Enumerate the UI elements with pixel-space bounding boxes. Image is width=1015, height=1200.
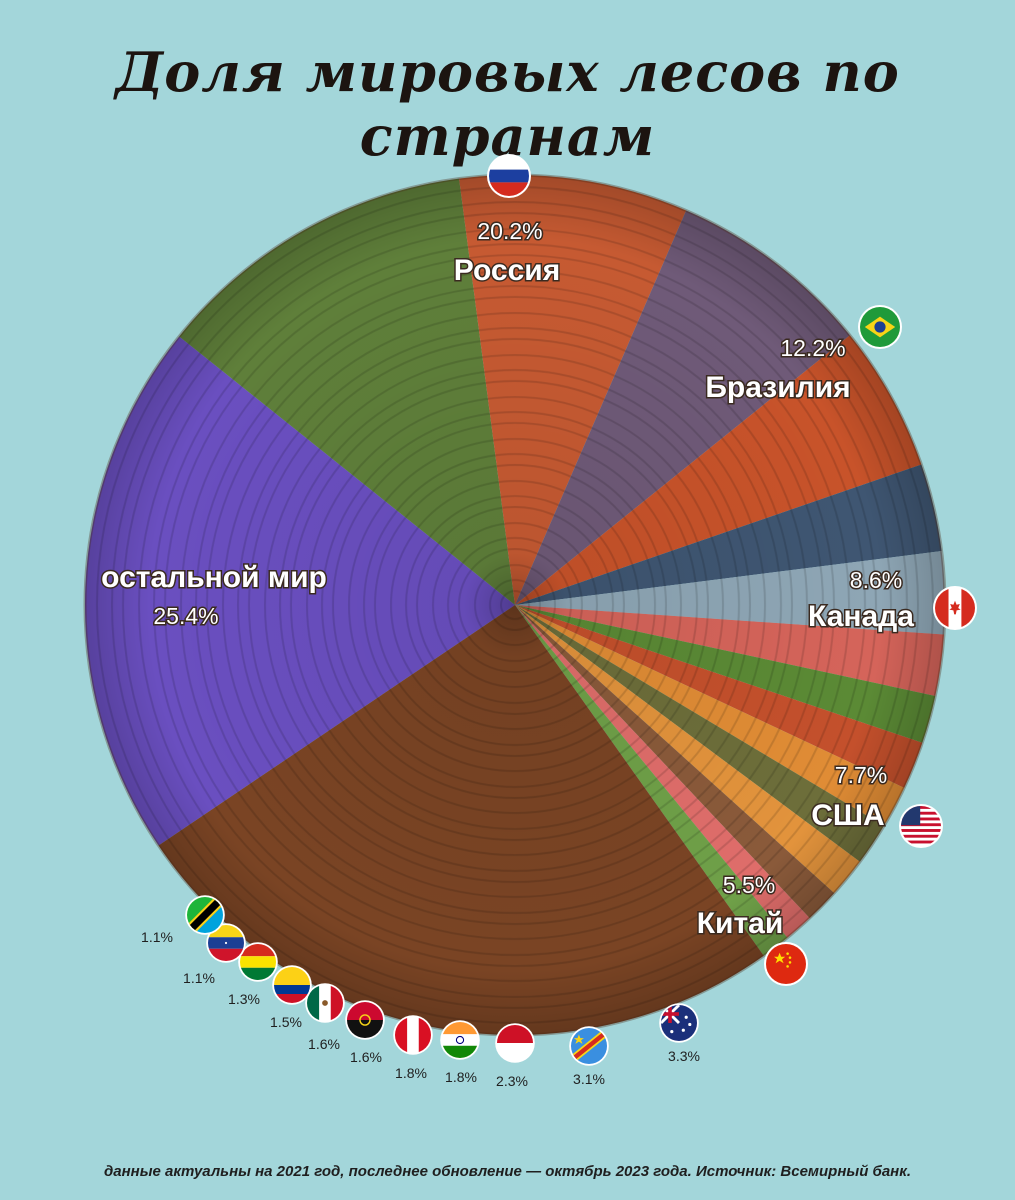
- data-label-bolivia-13: 1.3%: [228, 991, 260, 1007]
- flag-drcongo-icon: [569, 1026, 609, 1066]
- data-label-india-8: 1.8%: [445, 1069, 477, 1085]
- data-label-other-16: 25.4%: [153, 603, 218, 629]
- slice-name-canada-2: Канада: [808, 600, 914, 633]
- data-label-mexico-11: 1.6%: [308, 1036, 340, 1052]
- data-label-tanzania-15: 1.1%: [141, 929, 173, 945]
- flag-australia-icon: [659, 1003, 699, 1043]
- data-label-australia-5: 3.3%: [668, 1048, 700, 1064]
- flag-bolivia-icon: [238, 942, 278, 982]
- flag-china-icon: [764, 942, 808, 986]
- data-label-indonesia-7: 2.3%: [496, 1073, 528, 1089]
- data-label-brazil-1: 12.2%: [780, 335, 845, 361]
- data-label-peru-9: 1.8%: [395, 1065, 427, 1081]
- data-label-angola-10: 1.6%: [350, 1049, 382, 1065]
- slice-name-russia-0: Россия: [454, 254, 561, 287]
- pie-labels: 20.2% Россия 12.2% Бразилия 8.6% Канада 7.7% СШ…: [100, 154, 977, 1089]
- source-footnote: данные актуальны на 2021 год, последнее …: [104, 1163, 911, 1180]
- data-label-venezuela-14: 1.1%: [183, 970, 215, 986]
- flag-venezuela-icon: [206, 923, 246, 963]
- slice-name-brazil-1: Бразилия: [705, 371, 850, 404]
- chart-title: Доля мировых лесов по странам: [115, 40, 900, 168]
- flag-usa-icon: [899, 804, 943, 848]
- flag-russia-icon: [487, 154, 531, 198]
- data-label-canada-2: 8.6%: [850, 567, 902, 593]
- slice-name-china-4: Китай: [697, 907, 784, 940]
- flag-tanzania-icon: [185, 895, 225, 935]
- flag-colombia-icon: [272, 965, 312, 1005]
- flag-mexico-icon: [305, 983, 345, 1023]
- slice-name-other-16: остальной мир: [101, 561, 327, 594]
- flag-peru-icon: [393, 1015, 433, 1055]
- slice-name-usa-3: США: [811, 799, 884, 832]
- data-label-colombia-12: 1.5%: [270, 1014, 302, 1030]
- flag-indonesia-icon: [495, 1023, 535, 1063]
- flag-angola-icon: [345, 1000, 385, 1040]
- flag-india-icon: [440, 1020, 480, 1060]
- data-label-russia-0: 20.2%: [477, 218, 542, 244]
- flag-canada-icon: [933, 586, 977, 630]
- data-label-usa-3: 7.7%: [835, 762, 887, 788]
- data-label-china-4: 5.5%: [723, 872, 775, 898]
- flag-brazil-icon: [858, 305, 902, 349]
- data-label-drcongo-6: 3.1%: [573, 1071, 605, 1087]
